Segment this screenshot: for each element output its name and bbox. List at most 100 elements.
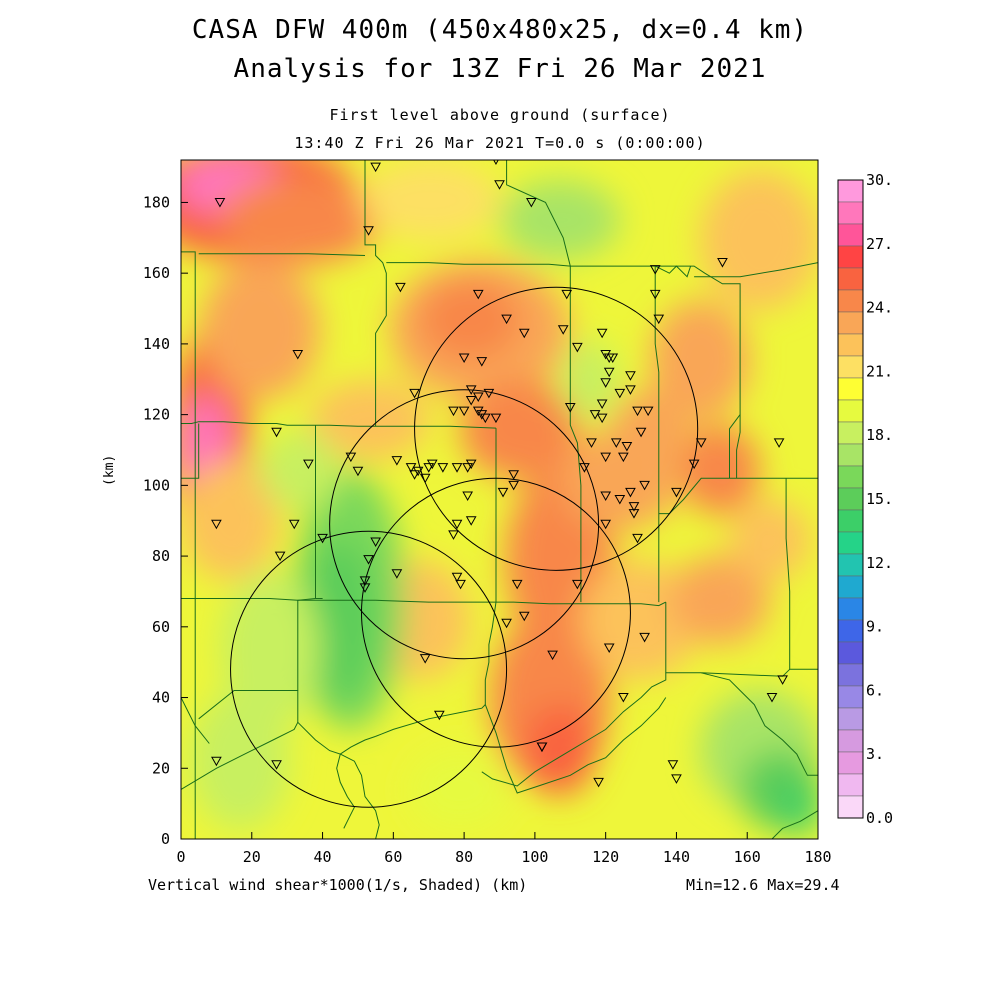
station-marker — [405, 463, 417, 473]
colorbar-swatch — [837, 223, 864, 247]
station-marker — [618, 452, 629, 463]
county-boundary-line — [481, 672, 667, 787]
station-marker — [773, 438, 785, 448]
colorbar-swatch — [837, 355, 864, 379]
colorbar-frame — [837, 179, 864, 819]
x-tick-label: 180 — [804, 848, 831, 866]
station-marker — [777, 675, 788, 685]
county-boundary-line — [785, 478, 818, 670]
colorbar-swatch — [837, 729, 864, 753]
station-marker — [628, 502, 640, 512]
station-marker — [472, 392, 484, 402]
x-tick-label: 0 — [176, 848, 185, 866]
county-boundary-line — [198, 598, 316, 720]
colorbar-swatch — [837, 553, 864, 577]
colorbar-swatch — [837, 773, 864, 797]
county-boundary-line — [386, 262, 571, 267]
x-tick-label: 140 — [663, 848, 690, 866]
station-marker — [632, 533, 643, 544]
station-marker — [458, 406, 470, 417]
colorbar-label: 6. — [866, 681, 884, 699]
station-marker — [628, 509, 640, 519]
station-marker — [395, 282, 406, 293]
station-marker — [596, 328, 608, 339]
plot-frame — [180, 159, 819, 840]
colorbar-swatch — [837, 443, 864, 467]
x-tick-label: 20 — [243, 848, 261, 866]
station-marker — [465, 385, 477, 395]
station-marker — [635, 427, 647, 438]
colorbar-swatch — [837, 179, 864, 203]
station-marker — [419, 473, 431, 484]
station-marker — [671, 774, 682, 784]
station-marker — [649, 289, 661, 300]
county-boundaries — [181, 160, 818, 839]
station-marker — [479, 413, 491, 424]
county-boundary-line — [198, 253, 366, 256]
station-marker — [458, 353, 470, 364]
station-marker — [211, 756, 222, 767]
station-marker — [462, 491, 474, 501]
station-marker — [642, 406, 654, 417]
station-marker — [717, 258, 728, 268]
station-marker — [391, 456, 403, 466]
colorbar-swatch — [837, 509, 864, 533]
x-tick-label: 160 — [734, 848, 761, 866]
station-marker — [476, 357, 488, 367]
y-tick-label: 120 — [143, 406, 170, 424]
colorbar-label: 0.0 — [866, 809, 893, 827]
colorbar-swatch — [837, 245, 864, 269]
station-marker — [518, 611, 530, 622]
station-marker — [448, 530, 459, 540]
station-marker — [561, 289, 573, 300]
station-marker — [352, 466, 364, 477]
station-marker — [391, 569, 403, 579]
colorbar-label: 15. — [866, 490, 893, 508]
station-marker — [695, 438, 707, 448]
station-marker — [625, 385, 636, 395]
station-marker — [419, 654, 431, 664]
colorbar-label: 24. — [866, 299, 893, 317]
y-tick-label: 140 — [143, 335, 170, 353]
colorbar-label: 12. — [866, 554, 893, 572]
station-marker — [600, 491, 612, 501]
station-marker — [600, 452, 612, 463]
station-marker — [345, 452, 357, 463]
colorbar-swatch — [837, 575, 864, 599]
station-marker — [448, 406, 459, 417]
station-marker — [596, 413, 608, 424]
station-marker — [671, 487, 682, 498]
station-marker — [607, 353, 619, 364]
station-marker — [465, 516, 477, 526]
y-tick-label: 60 — [152, 618, 170, 636]
station-marker — [525, 197, 537, 208]
station-marker — [465, 395, 477, 406]
y-tick-label: 40 — [152, 689, 170, 707]
station-marker — [603, 643, 615, 654]
station-marker — [501, 314, 512, 325]
station-marker — [274, 551, 286, 562]
station-marker — [211, 519, 222, 530]
colorbar-swatch — [837, 465, 864, 489]
station-marker — [518, 328, 530, 339]
colorbar-swatch — [837, 531, 864, 555]
county-boundary-line — [658, 477, 730, 515]
station-marker — [596, 399, 608, 410]
station-marker — [572, 579, 583, 590]
county-boundary-line — [181, 697, 210, 744]
colorbar-swatch — [837, 597, 864, 621]
county-boundary-line — [181, 598, 667, 607]
station-marker — [557, 325, 569, 335]
y-axis: 0 20 40 60 80 100 120 140 160 180 — [143, 193, 188, 848]
y-tick-label: 180 — [143, 193, 170, 211]
station-marker — [586, 438, 597, 448]
station-marker — [451, 519, 463, 530]
station-marker — [472, 289, 484, 300]
variable-caption: Vertical wind shear*1000(1/s, Shaded) (k… — [148, 876, 528, 894]
station-marker — [579, 463, 590, 473]
time-subtitle: 13:40 Z Fri 26 Mar 2021 T=0.0 s (0:00:00… — [294, 134, 706, 152]
station-marker — [511, 579, 523, 590]
station-marker — [455, 579, 466, 590]
station-marker — [766, 693, 778, 703]
colorbar-label: 21. — [866, 362, 893, 380]
